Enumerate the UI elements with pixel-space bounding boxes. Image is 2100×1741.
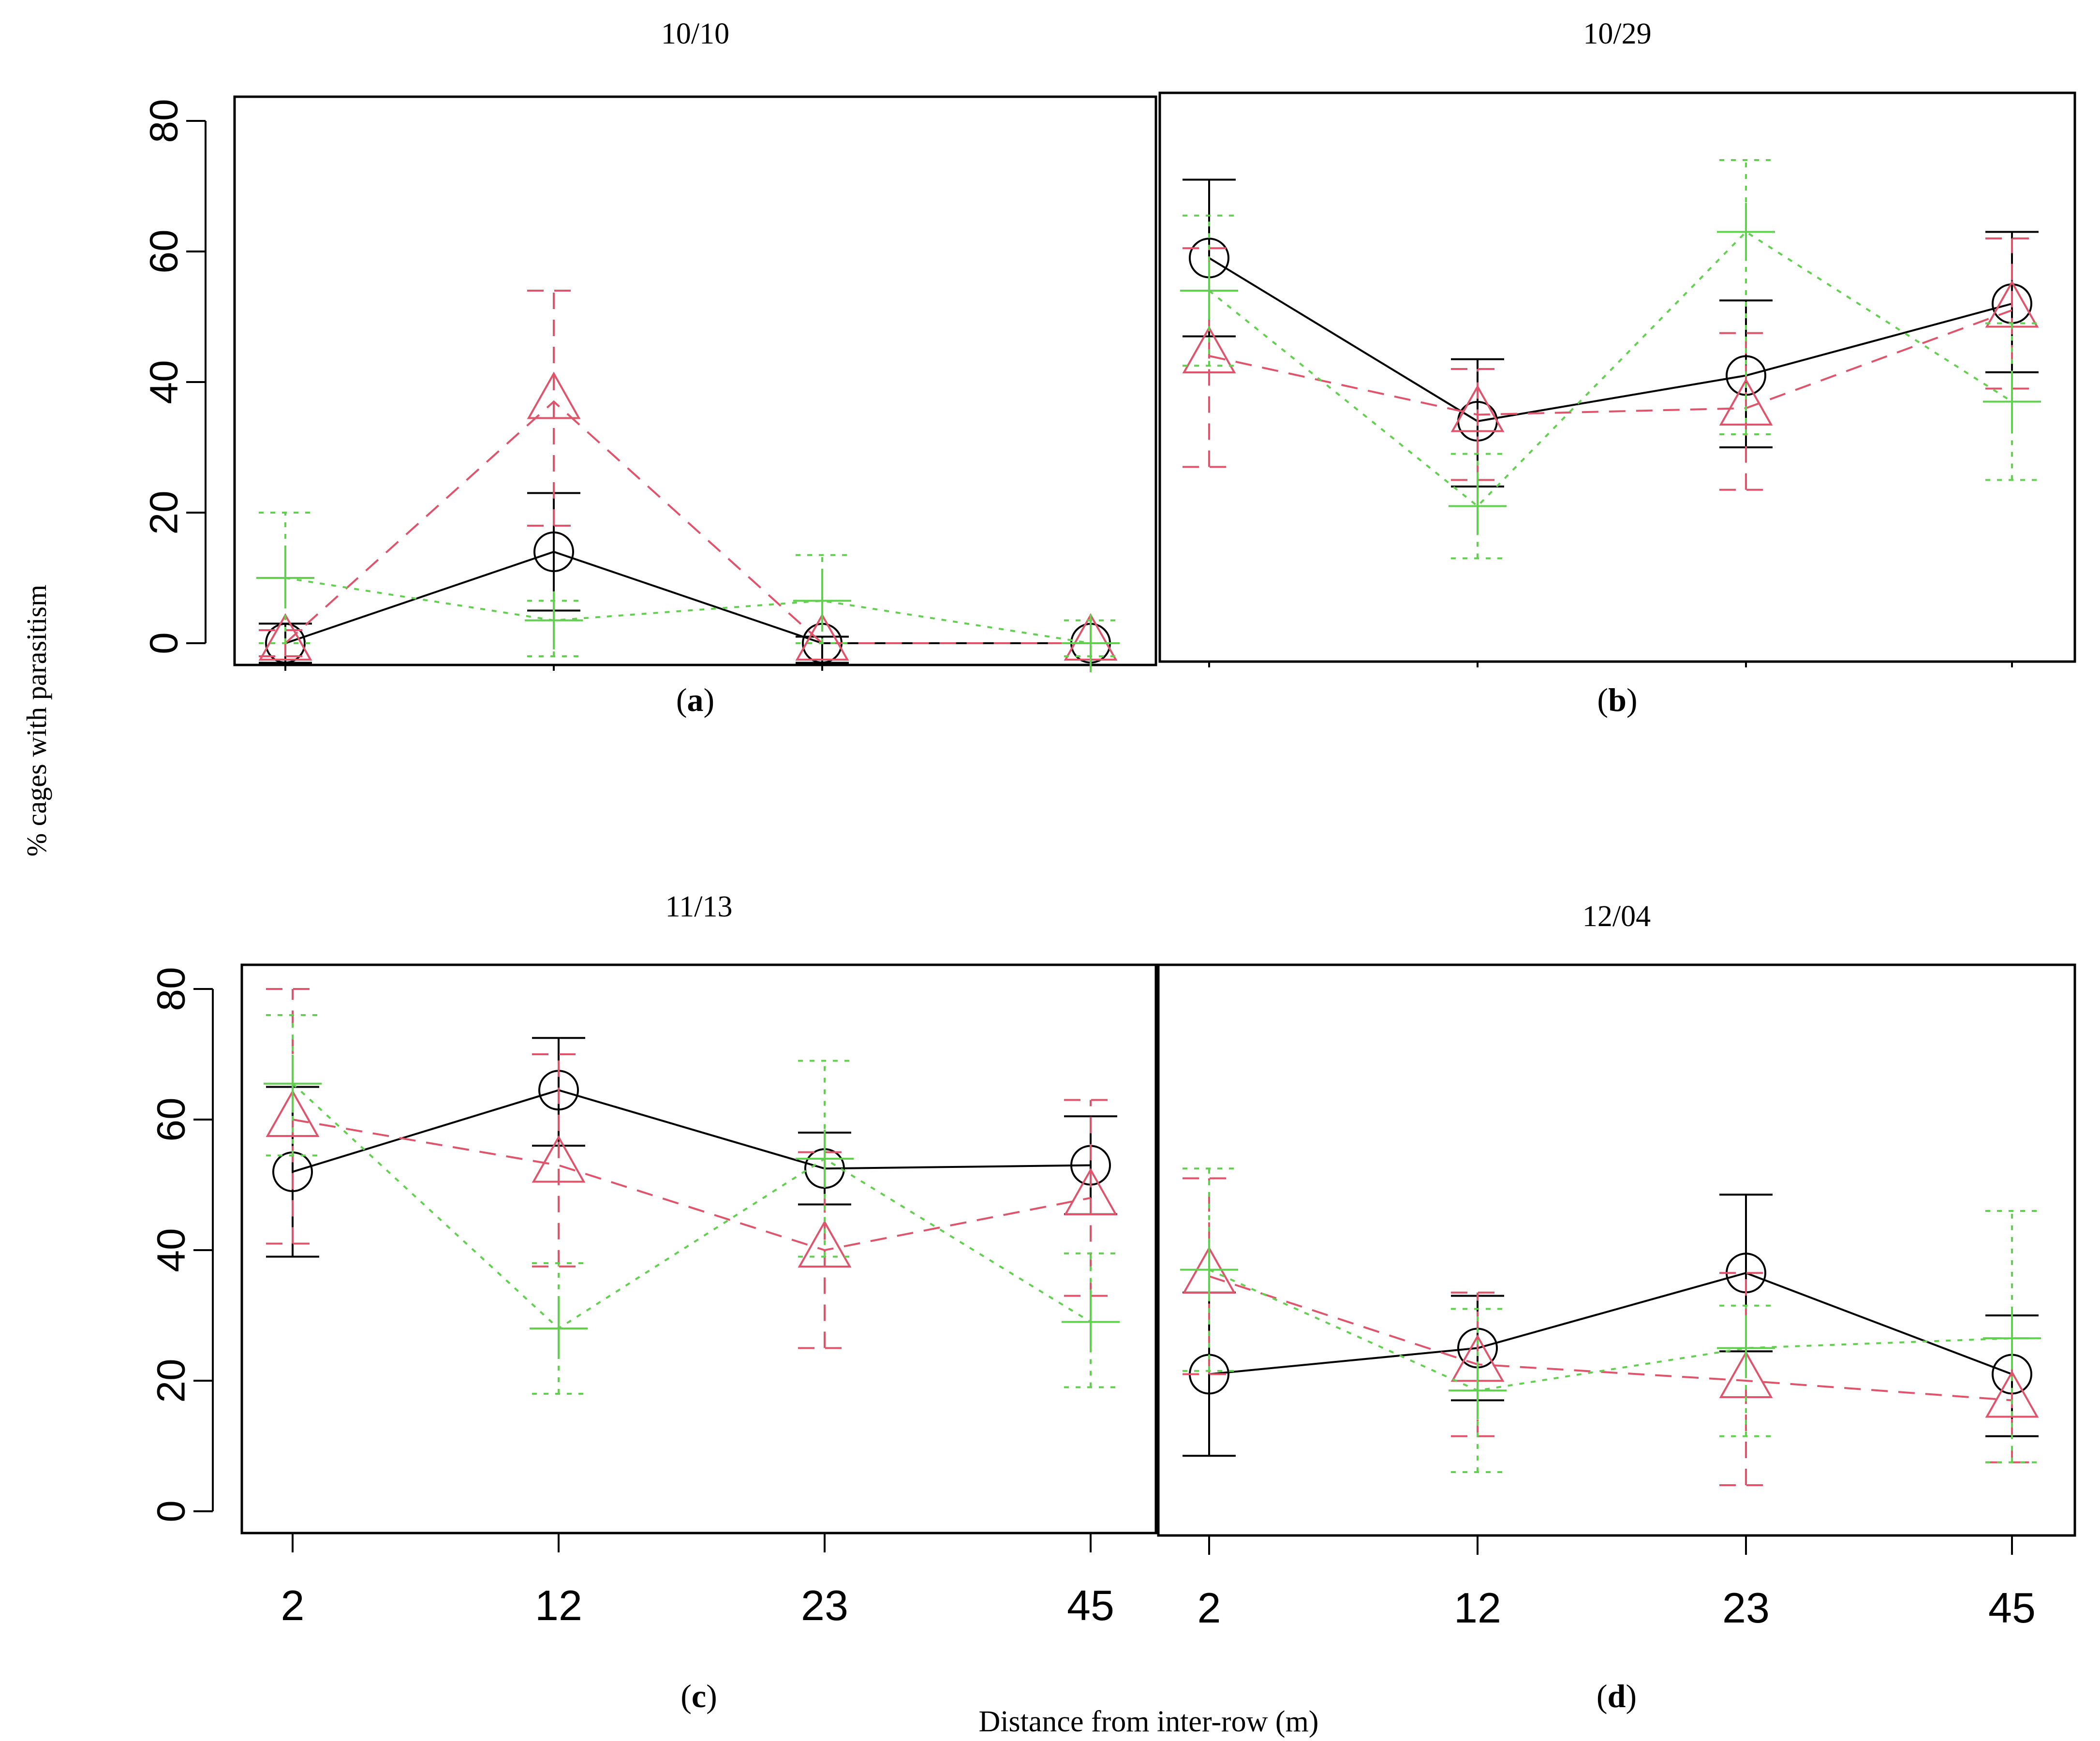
- y-axis-label: % cages with parasitism: [21, 585, 52, 856]
- data-point: [793, 572, 851, 630]
- panel-title: 10/10: [661, 17, 729, 50]
- plot-frame: [233, 95, 1157, 666]
- data-point: [1717, 203, 1775, 261]
- data-point: [1062, 1293, 1120, 1351]
- series-line: [285, 577, 1091, 644]
- series-line: [1208, 230, 2013, 508]
- series-line: [1209, 1275, 2012, 1402]
- data-point: [1180, 1240, 1238, 1299]
- data-point: [533, 531, 574, 572]
- y-tick-label: 0: [149, 1500, 193, 1522]
- panel-label: (d): [1597, 1678, 1637, 1714]
- x-tick-label: 12: [535, 1581, 582, 1629]
- series-plus: [1180, 1167, 2041, 1473]
- series-line: [284, 400, 1091, 644]
- series-line: [292, 1119, 1091, 1252]
- y-tick-label: 80: [149, 967, 193, 1011]
- panel-title: 12/04: [1582, 900, 1651, 933]
- chart-panel-a: 10/10 (a) 0 20 40 60 80: [142, 17, 1157, 718]
- y-tick-label: 20: [142, 490, 186, 534]
- y-tick-label: 60: [142, 229, 186, 273]
- chart-panel-c: 11/13 (c) 2 12 23 45 0 20 40 60 80: [149, 890, 1157, 1714]
- series-plus: [1180, 159, 2041, 560]
- y-tick-label: 80: [142, 99, 186, 143]
- series-triangle: [1182, 237, 2039, 491]
- panel-title: 11/13: [665, 890, 733, 923]
- x-tick-label: 23: [801, 1581, 848, 1629]
- series-line: [1209, 1272, 2012, 1375]
- data-point: [266, 1089, 320, 1137]
- panel-label: (b): [1597, 681, 1637, 718]
- series-plus: [256, 512, 1120, 672]
- data-point: [798, 1220, 852, 1268]
- data-point: [532, 1135, 586, 1183]
- x-axis-label: Distance from inter-row (m): [979, 1705, 1319, 1738]
- chart-panel-d: 12/04 (d) 2 12 23 45: [1157, 900, 2076, 1714]
- series-line: [285, 550, 1091, 644]
- data-point: [1719, 378, 1773, 426]
- data-point: [527, 371, 581, 419]
- data-point: [795, 613, 849, 661]
- data-point: [530, 1299, 588, 1357]
- x-tick-label: 45: [1067, 1581, 1114, 1629]
- x-tick-label: 2: [281, 1581, 305, 1629]
- data-point: [1450, 384, 1505, 432]
- plot-frame: [1158, 91, 2076, 663]
- series-triangle: [258, 290, 1118, 661]
- x-tick-label: 2: [1198, 1584, 1221, 1632]
- panel-label: (a): [676, 681, 714, 718]
- panel-label: (c): [680, 1678, 717, 1714]
- plot-frame: [240, 963, 1157, 1534]
- data-point: [1064, 1167, 1118, 1215]
- chart-panel-b: 10/29 (b): [1158, 17, 2076, 718]
- x-tick-label: 45: [1988, 1584, 2036, 1632]
- y-tick-label: 0: [142, 632, 186, 654]
- data-point: [258, 613, 312, 661]
- data-point: [1717, 1319, 1775, 1377]
- data-point: [256, 549, 314, 607]
- y-tick-label: 60: [149, 1097, 193, 1141]
- data-point: [1062, 614, 1120, 672]
- data-point: [796, 1130, 854, 1188]
- data-point: [1983, 1309, 2041, 1368]
- series-line: [1209, 309, 2012, 416]
- y-tick-label: 40: [149, 1228, 193, 1272]
- series-line: [292, 1089, 1091, 1173]
- data-point: [1182, 325, 1236, 373]
- panel-title: 10/29: [1583, 17, 1651, 50]
- y-tick-label: 40: [142, 360, 186, 404]
- series-line: [1209, 1269, 2012, 1392]
- data-point: [264, 1054, 322, 1113]
- plot-frame: [1157, 963, 2076, 1537]
- data-point: [525, 591, 583, 649]
- data-point: [1983, 372, 2041, 431]
- data-point: [265, 623, 306, 664]
- data-point: [1180, 262, 1238, 320]
- data-point: [1449, 1361, 1507, 1420]
- x-tick-label: 23: [1722, 1584, 1770, 1632]
- series-plus: [264, 1014, 1120, 1395]
- y-tick-label: 20: [149, 1358, 193, 1402]
- x-tick-label: 12: [1454, 1584, 1501, 1632]
- data-point: [1985, 1370, 2039, 1418]
- data-point: [1449, 477, 1507, 535]
- series-line: [1208, 257, 2012, 423]
